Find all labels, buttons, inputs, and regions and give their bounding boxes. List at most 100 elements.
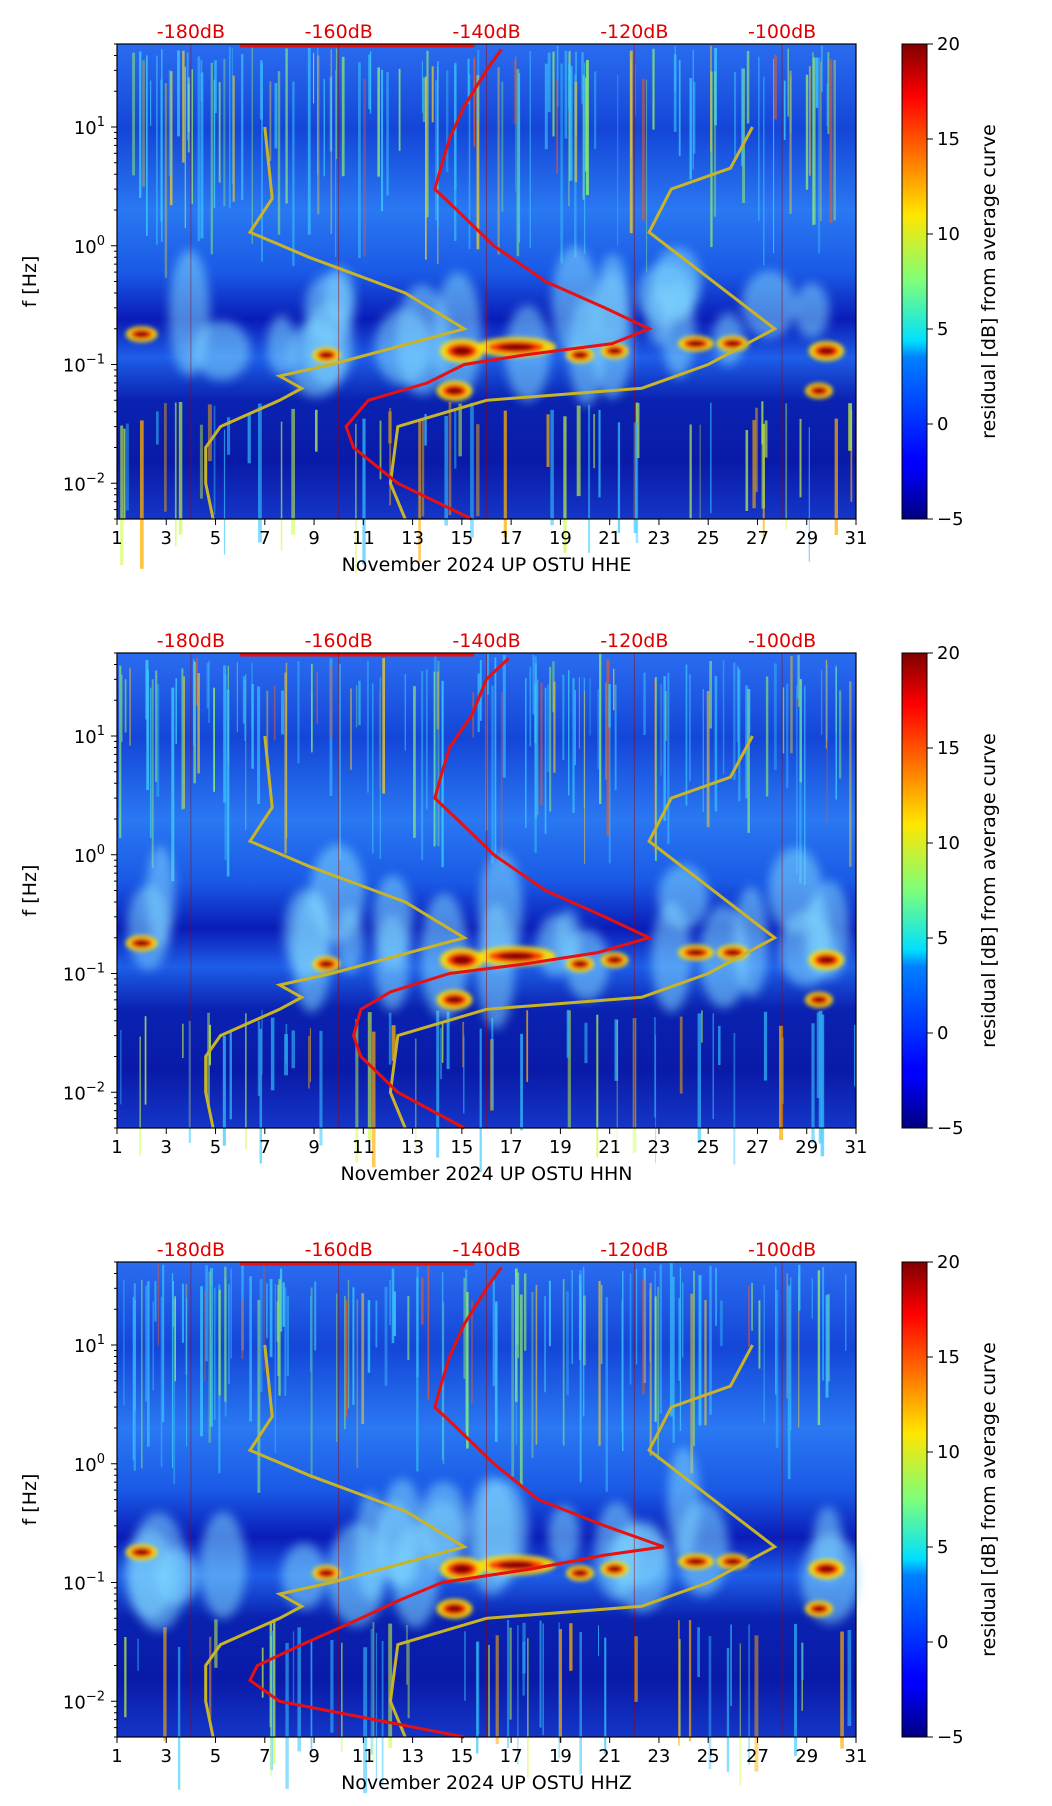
heatmap-streak — [558, 1629, 562, 1743]
heatmap-streak — [583, 1295, 586, 1366]
heatmap-streak — [421, 671, 424, 861]
heatmap-streak — [515, 55, 517, 192]
heatmap-streak — [156, 55, 158, 245]
y-tick-label: 101 — [74, 115, 105, 139]
heatmap-streak — [291, 1030, 295, 1069]
heatmap-streak — [820, 45, 823, 93]
heatmap-streak — [231, 47, 233, 185]
heatmap-streak — [245, 1013, 247, 1150]
hotspot-core — [320, 960, 333, 968]
heatmap-streak — [277, 1284, 280, 1376]
heatmap-streak — [247, 414, 251, 464]
heatmap-streak — [230, 1268, 232, 1359]
heatmap-streak — [617, 422, 621, 534]
heatmap-streak — [363, 78, 366, 257]
heatmap-streak — [635, 403, 640, 458]
heatmap-streak — [558, 1622, 560, 1758]
colorbar-label: residual [dB] from average curve — [978, 124, 1000, 439]
heatmap-streak — [375, 1632, 378, 1781]
heatmap-streak — [257, 686, 261, 805]
heatmap-streak — [698, 1275, 702, 1426]
heatmap-streak — [706, 690, 710, 828]
heatmap-streak — [745, 430, 749, 511]
db-label: -180dB — [157, 21, 225, 43]
heatmap-blob — [554, 909, 582, 965]
y-axis: 10−2 10−1 100 101 — [63, 43, 117, 520]
heatmap-streak — [840, 1631, 844, 1749]
heatmap-streak — [808, 427, 810, 562]
heatmap-streak — [124, 679, 127, 733]
heatmap-streak — [646, 79, 648, 273]
heatmap-streak — [827, 52, 830, 135]
heatmap-streak — [854, 1024, 856, 1087]
heatmap-blob — [433, 272, 482, 398]
hotspot-core — [134, 940, 149, 947]
x-tick-label: 19 — [549, 1746, 572, 1767]
average-curve — [344, 48, 653, 521]
heatmap-streak — [229, 1030, 232, 1120]
heatmap-streak — [710, 402, 712, 514]
heatmap-streak — [448, 402, 452, 515]
heatmap-streak — [556, 78, 559, 174]
heatmap-streak — [386, 72, 389, 196]
heatmap-streak — [608, 684, 611, 864]
heatmap-streak — [794, 1623, 797, 1756]
heatmap-streak — [531, 1291, 534, 1459]
heatmap-streak — [308, 1035, 310, 1089]
heatmap-streak — [799, 679, 802, 783]
y-axis: 10−2 10−1 100 101 — [63, 1261, 117, 1738]
y-axis-label: f [Hz] — [19, 256, 41, 308]
x-tick-label: 23 — [647, 1137, 670, 1158]
heatmap-streak — [825, 1295, 829, 1398]
heatmap-streak — [682, 1282, 684, 1358]
heatmap-streak — [388, 1012, 392, 1065]
heatmap-streak — [518, 72, 521, 243]
heatmap-streak — [425, 76, 427, 260]
heatmap-streak — [497, 67, 500, 255]
colorbar: −5 0 5 10 15 20 residual [dB] from average cur… — [901, 643, 1000, 1139]
heatmap-streak — [433, 655, 437, 846]
heatmap-streak — [526, 1010, 529, 1082]
x-tick-label: 7 — [259, 1137, 270, 1158]
heatmap-streak — [758, 1300, 761, 1369]
heatmap-streak — [208, 660, 210, 723]
heatmap-streak — [277, 71, 281, 235]
heatmap-streak — [384, 1286, 388, 1386]
heatmap-streak — [228, 46, 231, 209]
heatmap-streak — [758, 56, 760, 221]
heatmap-streak — [173, 1299, 176, 1484]
heatmap-streak — [476, 424, 480, 517]
heatmap-streak — [765, 676, 769, 797]
heatmap-blob — [129, 1512, 188, 1631]
hotspot-core — [320, 1569, 333, 1577]
heatmap-streak — [764, 420, 768, 458]
heatmap-streak — [763, 1284, 765, 1424]
heatmap-streak — [172, 1281, 174, 1327]
heatmap-streak — [529, 666, 532, 747]
heatmap-streak — [307, 48, 311, 235]
db-label: -140dB — [452, 21, 520, 43]
heatmap-streak — [652, 48, 655, 130]
x-tick-label: 3 — [161, 528, 172, 549]
heatmap-streak — [752, 419, 756, 509]
heatmap-streak — [442, 1301, 445, 1464]
heatmap-streak — [689, 78, 692, 180]
colorbar-tick-label: 5 — [937, 928, 948, 949]
heatmap-streak — [372, 683, 374, 854]
heatmap-streak — [406, 1625, 408, 1685]
heatmap-streak — [811, 1023, 815, 1143]
y-axis: 10−2 10−1 100 101 — [63, 652, 117, 1129]
heatmap-streak — [633, 422, 638, 534]
heatmap-streak — [355, 685, 358, 728]
heatmap-streak — [444, 416, 448, 526]
heatmap-streak — [679, 1267, 682, 1431]
x-tick-label: 25 — [697, 1137, 720, 1158]
heatmap-streak — [197, 673, 200, 774]
db-label: -140dB — [452, 630, 520, 652]
heatmap-streak — [437, 661, 440, 847]
heatmap-streak — [404, 674, 406, 751]
hotspot-core — [608, 347, 621, 355]
heatmap-streak — [171, 687, 175, 882]
heatmap-streak — [660, 684, 662, 776]
heatmap-streak — [213, 405, 216, 515]
